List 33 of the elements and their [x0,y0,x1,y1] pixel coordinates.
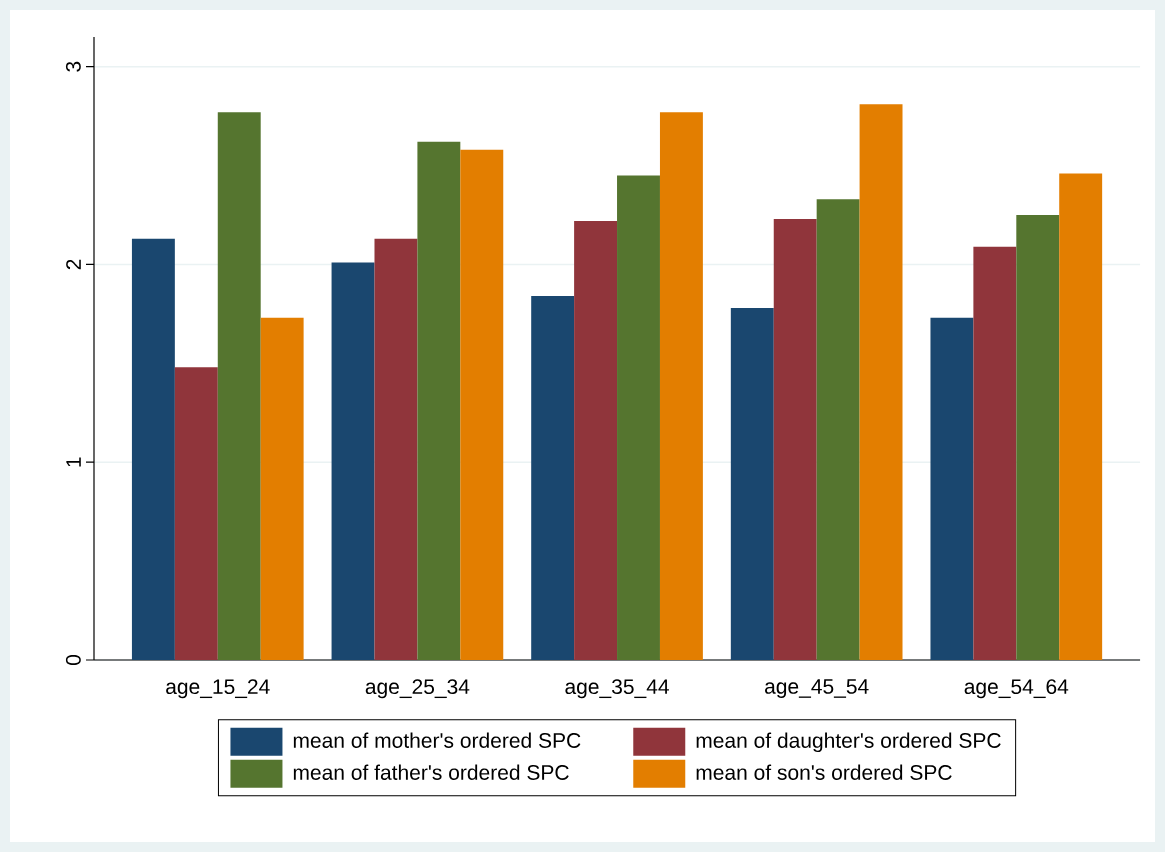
bar [331,262,375,660]
legend-label: mean of mother's ordered SPC [293,732,581,748]
bar [816,199,860,660]
bar [174,367,218,660]
bar [659,112,703,660]
bar [460,149,504,660]
bar [1059,173,1103,660]
bar [1016,214,1060,660]
y-tick-label: 0 [65,654,81,666]
bar [531,296,575,660]
bar [574,220,618,660]
y-tick-label: 1 [66,457,81,467]
bar [260,317,304,660]
bar [859,104,903,660]
x-tick-label: age_25_34 [365,679,470,699]
legend-label: mean of son's ordered SPC [696,764,952,780]
x-tick-label: age_54_64 [964,679,1069,699]
bar [417,141,461,660]
bar [374,238,418,660]
bar [773,218,817,660]
bar [131,238,175,660]
y-tick-label: 2 [66,259,81,270]
legend-label: mean of father's ordered SPC [293,764,569,780]
legend-label: mean of daughter's ordered SPC [696,732,1001,753]
bar [617,175,660,660]
bar [930,317,974,660]
bar [730,307,774,660]
bar [217,112,261,660]
x-tick-label: age_45_54 [765,679,869,699]
x-tick-label: age_35_44 [565,679,669,699]
bar [973,246,1017,660]
y-tick-label: 3 [65,61,81,72]
x-tick-label: age_15_24 [166,679,270,699]
